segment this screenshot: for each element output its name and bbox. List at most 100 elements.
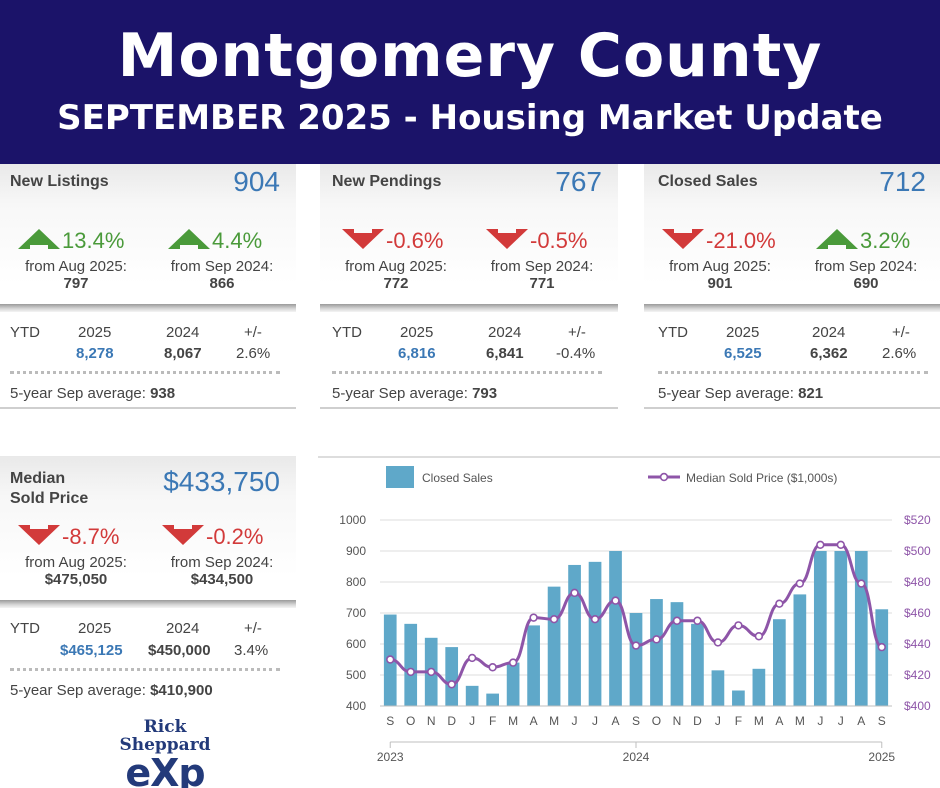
x-tick-label: J [715,714,721,728]
page-title: Montgomery County [117,21,823,91]
line-point [652,635,661,644]
panel-label: New Pendings [332,173,442,190]
legend-swatch-bars [386,466,414,488]
bar [670,602,684,706]
bar [834,551,848,706]
yoy-from: from Sep 2024: $434,500 [170,554,274,588]
ytd-year-current: 2025 [400,324,434,341]
x-tick-label: S [386,714,394,728]
bar [732,690,745,706]
divider [0,304,296,312]
bar [773,619,786,706]
down-arrow-icon [162,525,204,545]
ytd-year-prior: 2024 [812,324,846,341]
x-tick-label: A [775,714,783,728]
bar [629,613,643,706]
dotted-separator [10,371,280,374]
y-tick-label-left: 700 [346,606,366,620]
five-year-average: 5-year Sep average: 821 [658,385,824,402]
ytd-year-current: 2025 [78,324,112,341]
panel-label: Closed Sales [658,173,758,190]
panel-value: $433,750 [163,466,280,497]
five-year-average: 5-year Sep average: $410,900 [10,682,213,699]
ytd-year-prior: 2024 [488,324,522,341]
yoy-from: from Sep 2024: 866 [170,258,274,292]
bar [445,647,459,706]
x-tick-label: S [632,714,640,728]
ytd-prior: 6,841 [486,345,524,362]
panel-new-listings: New Listings 904 13.4% 4.4% from Aug 202… [0,164,296,410]
bar [588,561,602,706]
y-tick-label-right: $440 [904,637,931,651]
dotted-separator [332,371,602,374]
bar [813,551,827,706]
ytd-label: YTD [10,620,40,637]
bar [506,662,520,706]
line-point [611,596,620,605]
ytd-year-current: 2025 [78,620,112,637]
bar [609,551,622,706]
line-point [508,658,518,667]
ytd-diff: 2.6% [236,345,271,362]
line-point [488,663,497,672]
ytd-diff: 3.4% [234,642,269,659]
mom-from: from Aug 2025: 901 [669,258,771,292]
legend-label-bars: Closed Sales [422,471,493,485]
up-arrow-icon [816,229,858,249]
yoy-change: 4.4% [168,228,262,254]
x-tick-label: O [652,714,661,728]
bar [404,623,418,706]
ytd-prior: $450,000 [148,642,211,659]
x-tick-label: A [857,714,865,728]
divider [320,304,618,312]
agent-name-logo: Rick Sheppard [119,717,211,755]
bar [793,594,807,706]
ytd-diff: 2.6% [882,345,917,362]
line-point [693,616,702,625]
y-tick-label-right: $400 [904,699,931,713]
down-arrow-icon [662,229,704,249]
line-point [447,680,456,689]
closed-sales-median-price-chart: 400 500 600 700 800 900 1000 $400 $420 $440 $460 $4… [339,466,931,764]
five-year-average: 5-year Sep average: 793 [332,385,498,402]
panel-value: 767 [555,166,602,197]
ytd-label: YTD [10,324,40,341]
x-tick-label: J [838,714,844,728]
y-tick-label-right: $420 [904,668,931,682]
yoy-change: -0.5% [486,228,587,254]
ytd-diff-label: +/- [244,324,262,341]
ytd-current: 6,816 [398,345,436,362]
mom-change: -21.0% [662,228,776,254]
line-point [467,653,477,663]
up-arrow-icon [168,229,210,249]
bar [650,599,663,706]
line-point [734,621,743,630]
x-tick-label: S [878,714,886,728]
y-tick-label-left: 400 [346,699,366,713]
dotted-separator [10,668,280,671]
line-point [549,615,559,624]
y-tick-label-left: 500 [346,668,366,682]
legend-label-line: Median Sold Price ($1,000s) [686,471,837,485]
mom-change: -0.6% [342,228,443,254]
ytd-label: YTD [332,324,362,341]
y-tick-label-right: $480 [904,575,931,589]
x-tick-label: J [572,714,578,728]
ytd-prior: 8,067 [164,345,202,362]
bar [711,670,725,706]
x-tick-label: D [447,714,456,728]
bar [547,586,561,706]
year-label: 2025 [868,750,895,764]
header-banner: Montgomery County SEPTEMBER 2025 - Housi… [0,0,940,164]
panel-bottom-line [320,407,618,409]
x-tick-label: F [489,714,496,728]
year-label: 2024 [623,750,650,764]
mom-from: from Aug 2025: 772 [345,258,447,292]
bar [691,623,704,706]
x-tick-label: M [795,714,805,728]
x-tick-label: N [673,714,682,728]
y-tick-label-left: 800 [346,575,366,589]
x-tick-label: M [508,714,518,728]
dotted-separator [658,371,928,374]
x-tick-label: F [735,714,742,728]
